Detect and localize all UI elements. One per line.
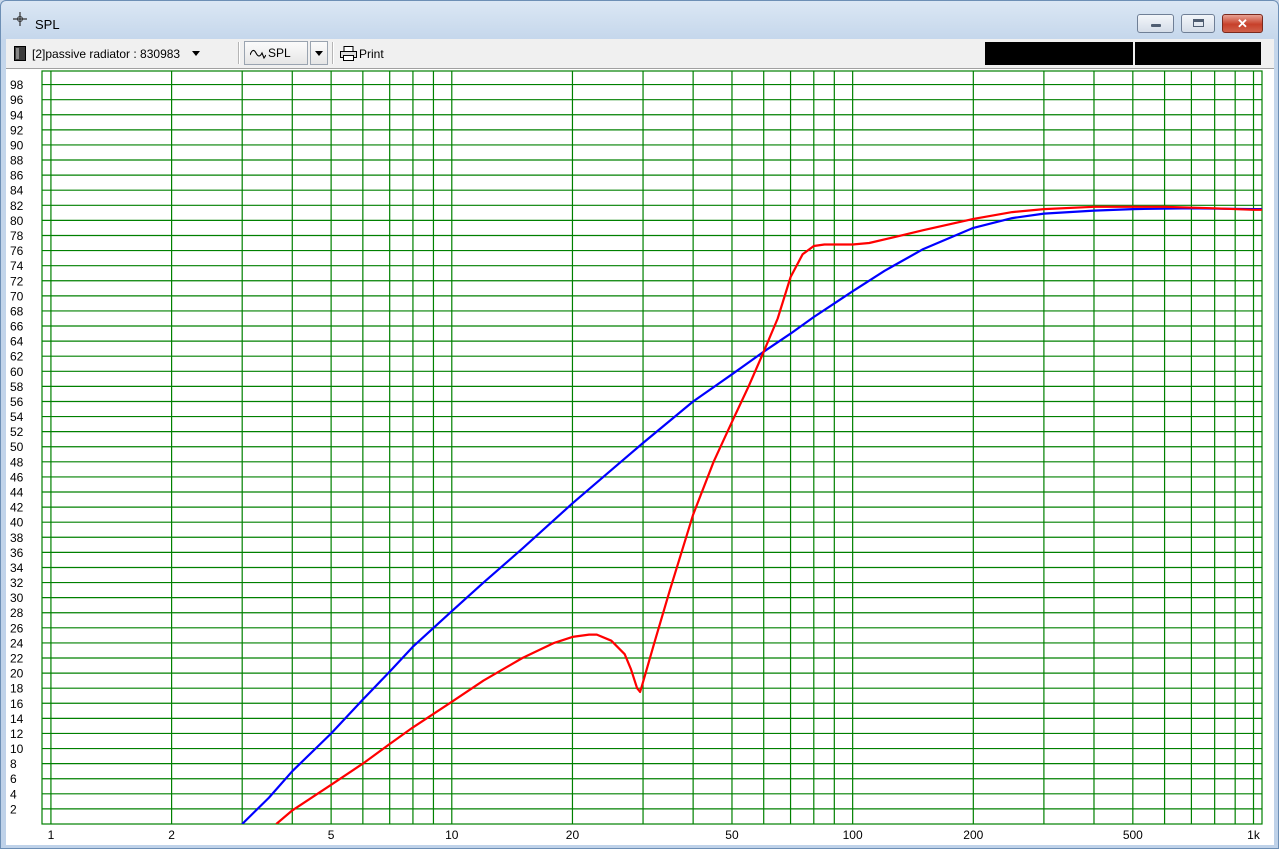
- y-tick-label: 20: [10, 667, 24, 681]
- print-button[interactable]: Print: [340, 41, 384, 66]
- toolbar-separator: [238, 42, 240, 64]
- toolbar-separator: [332, 42, 334, 64]
- y-tick-label: 26: [10, 621, 24, 635]
- y-tick-label: 70: [10, 289, 24, 303]
- y-tick-label: 58: [10, 380, 24, 394]
- series-line-red: [275, 205, 1262, 824]
- y-tick-label: 78: [10, 229, 24, 243]
- spl-dropdown-button[interactable]: [310, 41, 328, 65]
- x-tick-label: 50: [725, 828, 739, 842]
- title-bar[interactable]: SPL ✕: [1, 1, 1278, 37]
- y-tick-label: 52: [10, 425, 24, 439]
- y-tick-label: 62: [10, 350, 24, 364]
- x-tick-label: 200: [963, 828, 983, 842]
- y-tick-label: 46: [10, 470, 24, 484]
- x-tick-label: 20: [566, 828, 580, 842]
- y-tick-label: 88: [10, 154, 24, 168]
- y-tick-label: 96: [10, 93, 24, 107]
- y-tick-label: 80: [10, 214, 24, 228]
- toolbar: [2]passive radiator : 830983 SPL Print: [6, 39, 1274, 69]
- y-tick-label: 32: [10, 576, 24, 590]
- y-tick-label: 98: [10, 78, 24, 92]
- y-tick-label: 44: [10, 486, 24, 500]
- project-selector[interactable]: [2]passive radiator : 830983: [14, 41, 201, 66]
- plot-area-border: [41, 70, 1263, 825]
- x-tick-label: 1k: [1247, 828, 1261, 842]
- readout-box-right: [1135, 42, 1261, 65]
- minimize-button[interactable]: [1137, 14, 1174, 33]
- close-icon: ✕: [1237, 16, 1248, 31]
- y-tick-label: 36: [10, 546, 24, 560]
- y-tick-label: 40: [10, 516, 24, 530]
- spl-button[interactable]: SPL: [244, 41, 308, 65]
- x-tick-label: 2: [168, 828, 175, 842]
- printer-icon: [340, 46, 357, 61]
- spl-chart[interactable]: 2 4 6 8 10 12 14 16 18 20 22 24 26 28 30 32 34 36 38 40 42 44…: [6, 69, 1274, 845]
- y-tick-label: 34: [10, 561, 24, 575]
- y-tick-label: 94: [10, 108, 24, 122]
- y-tick-label: 14: [10, 712, 24, 726]
- series-line-blue: [241, 207, 1262, 824]
- y-tick-label: 24: [10, 636, 24, 650]
- y-tick-label: 84: [10, 184, 24, 198]
- y-tick-label: 86: [10, 169, 24, 183]
- y-tick-label: 12: [10, 727, 24, 741]
- chevron-down-icon: [192, 51, 201, 56]
- x-tick-label: 100: [843, 828, 863, 842]
- y-tick-label: 56: [10, 395, 24, 409]
- spl-label: SPL: [268, 46, 291, 60]
- y-tick-label: 18: [10, 682, 24, 696]
- y-tick-label: 66: [10, 320, 24, 334]
- y-tick-label: 74: [10, 259, 24, 273]
- x-tick-label: 500: [1123, 828, 1143, 842]
- y-tick-label: 82: [10, 199, 24, 213]
- y-tick-label: 68: [10, 304, 24, 318]
- y-tick-label: 2: [10, 802, 17, 816]
- close-button[interactable]: ✕: [1222, 14, 1263, 33]
- y-tick-label: 22: [10, 652, 24, 666]
- maximize-icon: [1193, 19, 1204, 27]
- y-tick-label: 30: [10, 591, 24, 605]
- y-tick-label: 72: [10, 274, 24, 288]
- y-tick-label: 76: [10, 244, 24, 258]
- y-tick-label: 38: [10, 531, 24, 545]
- crosshair-icon: [13, 12, 27, 26]
- y-tick-label: 4: [10, 787, 17, 801]
- print-label: Print: [359, 46, 384, 61]
- y-tick-label: 16: [10, 697, 24, 711]
- y-tick-label: 50: [10, 440, 24, 454]
- y-tick-label: 8: [10, 757, 17, 771]
- window-title: SPL: [35, 17, 60, 32]
- y-tick-label: 10: [10, 742, 24, 756]
- y-tick-label: 90: [10, 138, 24, 152]
- x-tick-label: 10: [445, 828, 459, 842]
- y-tick-label: 28: [10, 606, 24, 620]
- y-tick-label: 48: [10, 455, 24, 469]
- y-tick-label: 6: [10, 772, 17, 786]
- readout-box-left: [985, 42, 1133, 65]
- y-tick-label: 92: [10, 123, 24, 137]
- chevron-down-icon: [315, 50, 323, 56]
- spl-chart-svg[interactable]: 2468101214161820222426283032343638404244…: [6, 69, 1274, 845]
- y-tick-label: 60: [10, 365, 24, 379]
- maximize-button[interactable]: [1181, 14, 1215, 33]
- y-tick-label: 64: [10, 335, 24, 349]
- x-tick-label: 5: [328, 828, 335, 842]
- y-tick-label: 54: [10, 410, 24, 424]
- x-tick-label: 1: [48, 828, 55, 842]
- waveform-icon: [250, 49, 266, 59]
- project-label: [2]passive radiator : 830983: [32, 46, 181, 61]
- minimize-icon: [1151, 24, 1161, 27]
- y-tick-label: 42: [10, 501, 24, 515]
- document-icon: [14, 46, 26, 61]
